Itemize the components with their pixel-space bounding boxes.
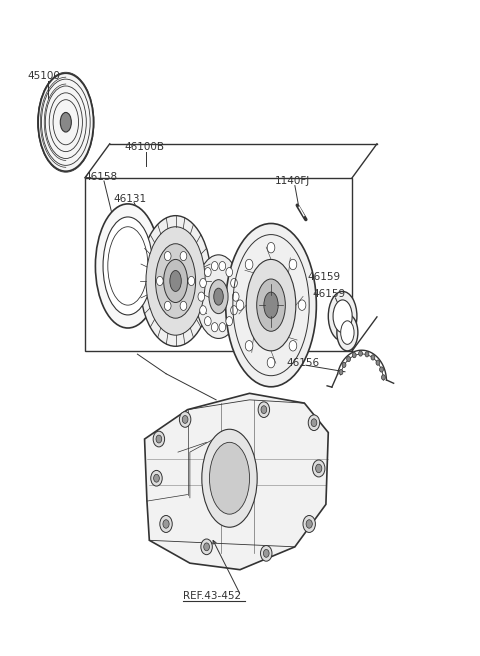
Ellipse shape bbox=[196, 255, 241, 338]
Text: 46156: 46156 bbox=[287, 358, 320, 369]
Ellipse shape bbox=[146, 227, 205, 335]
Circle shape bbox=[164, 251, 171, 260]
Circle shape bbox=[306, 520, 312, 528]
Ellipse shape bbox=[96, 204, 160, 328]
Ellipse shape bbox=[328, 291, 357, 341]
Ellipse shape bbox=[337, 314, 358, 351]
Circle shape bbox=[261, 546, 272, 561]
Circle shape bbox=[347, 356, 350, 361]
Circle shape bbox=[180, 301, 187, 310]
Circle shape bbox=[211, 262, 218, 271]
Ellipse shape bbox=[214, 288, 223, 305]
Circle shape bbox=[352, 352, 356, 358]
Ellipse shape bbox=[103, 217, 153, 315]
Ellipse shape bbox=[226, 224, 316, 387]
Circle shape bbox=[219, 262, 226, 271]
Circle shape bbox=[180, 251, 187, 260]
Text: 46159: 46159 bbox=[312, 289, 346, 298]
Circle shape bbox=[182, 415, 188, 423]
Circle shape bbox=[164, 301, 171, 310]
Circle shape bbox=[308, 415, 320, 430]
Circle shape bbox=[339, 369, 343, 375]
Circle shape bbox=[200, 306, 206, 315]
Circle shape bbox=[316, 464, 322, 473]
Circle shape bbox=[342, 362, 346, 367]
Circle shape bbox=[180, 411, 191, 427]
Text: 45100: 45100 bbox=[28, 71, 60, 81]
Ellipse shape bbox=[209, 279, 228, 314]
Ellipse shape bbox=[333, 300, 352, 333]
Circle shape bbox=[289, 259, 297, 270]
Circle shape bbox=[201, 539, 212, 555]
Circle shape bbox=[267, 243, 275, 253]
Circle shape bbox=[267, 358, 275, 368]
Circle shape bbox=[365, 352, 369, 357]
Circle shape bbox=[376, 360, 380, 365]
Circle shape bbox=[211, 323, 218, 332]
Ellipse shape bbox=[164, 259, 188, 302]
Circle shape bbox=[261, 405, 267, 413]
Ellipse shape bbox=[209, 442, 250, 514]
Ellipse shape bbox=[202, 429, 257, 527]
Ellipse shape bbox=[170, 270, 181, 291]
Ellipse shape bbox=[140, 216, 211, 346]
Circle shape bbox=[258, 402, 270, 417]
Text: 46100B: 46100B bbox=[124, 142, 165, 152]
Circle shape bbox=[303, 516, 315, 533]
Circle shape bbox=[163, 520, 169, 528]
Circle shape bbox=[289, 340, 297, 351]
Circle shape bbox=[204, 317, 211, 326]
Circle shape bbox=[359, 351, 362, 356]
Circle shape bbox=[298, 300, 306, 310]
Circle shape bbox=[231, 306, 237, 315]
Ellipse shape bbox=[341, 321, 354, 344]
Text: 46158: 46158 bbox=[85, 172, 118, 182]
Ellipse shape bbox=[264, 292, 278, 318]
Ellipse shape bbox=[38, 73, 94, 171]
Ellipse shape bbox=[257, 279, 285, 331]
Text: REF.43-452: REF.43-452 bbox=[183, 591, 241, 601]
Circle shape bbox=[153, 431, 165, 447]
Circle shape bbox=[200, 278, 206, 287]
Circle shape bbox=[198, 292, 204, 301]
Circle shape bbox=[204, 268, 211, 277]
Ellipse shape bbox=[246, 259, 296, 351]
Text: 46159: 46159 bbox=[308, 272, 341, 282]
Circle shape bbox=[226, 317, 233, 326]
Circle shape bbox=[226, 268, 233, 277]
Circle shape bbox=[312, 460, 325, 477]
Circle shape bbox=[154, 474, 159, 482]
Circle shape bbox=[151, 470, 162, 486]
Circle shape bbox=[245, 259, 253, 270]
Circle shape bbox=[156, 435, 162, 443]
Ellipse shape bbox=[60, 112, 72, 132]
Circle shape bbox=[371, 355, 375, 360]
Circle shape bbox=[231, 278, 237, 287]
Circle shape bbox=[380, 367, 384, 372]
Circle shape bbox=[236, 300, 244, 310]
Text: 1140FJ: 1140FJ bbox=[275, 176, 310, 186]
Circle shape bbox=[382, 375, 385, 380]
Circle shape bbox=[188, 276, 195, 285]
Ellipse shape bbox=[156, 244, 196, 318]
Circle shape bbox=[219, 323, 226, 332]
Circle shape bbox=[160, 516, 172, 533]
Polygon shape bbox=[144, 394, 328, 569]
Circle shape bbox=[245, 340, 253, 351]
Circle shape bbox=[311, 419, 317, 426]
Circle shape bbox=[232, 292, 239, 301]
Circle shape bbox=[156, 276, 163, 285]
Circle shape bbox=[204, 543, 209, 551]
Circle shape bbox=[264, 550, 269, 558]
Text: 46131: 46131 bbox=[114, 194, 147, 204]
